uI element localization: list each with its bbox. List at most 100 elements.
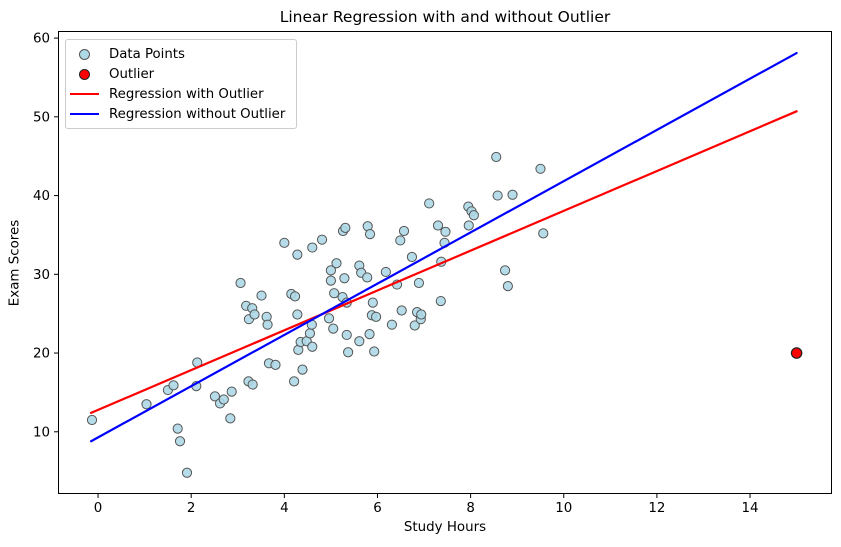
data-point xyxy=(181,467,193,478)
red-line-icon xyxy=(69,92,99,96)
data-point xyxy=(325,275,337,286)
data-point xyxy=(340,222,351,233)
data-point xyxy=(491,151,502,163)
data-point xyxy=(463,220,474,231)
data-point xyxy=(416,309,427,320)
data-point xyxy=(432,220,444,231)
x-tick-label: 8 xyxy=(466,501,475,516)
y-tick-label: 10 xyxy=(33,425,50,440)
data-point xyxy=(396,305,407,316)
data-point xyxy=(440,226,451,237)
data-point xyxy=(325,265,337,276)
data-point xyxy=(406,251,418,263)
data-point xyxy=(262,319,273,330)
data-point xyxy=(247,379,258,390)
x-tick-label: 14 xyxy=(742,501,759,516)
y-tick-label: 30 xyxy=(33,268,50,283)
legend-item-outlier: Outlier xyxy=(69,64,290,84)
data-point xyxy=(307,242,318,253)
legend-label: Regression without Outlier xyxy=(109,106,286,122)
x-tick-label: 12 xyxy=(648,501,665,516)
x-tick-label: 0 xyxy=(94,501,103,516)
y-tick-label: 50 xyxy=(33,110,50,125)
data-point xyxy=(174,436,186,447)
data-point xyxy=(249,309,260,320)
data-point xyxy=(364,329,375,340)
data-point xyxy=(279,237,290,248)
data-point xyxy=(225,413,236,424)
blue-line-icon xyxy=(69,112,99,116)
x-tick-label: 10 xyxy=(555,501,572,516)
data-point xyxy=(341,329,352,341)
data-point xyxy=(218,394,229,405)
data-point xyxy=(413,277,425,289)
data-point xyxy=(380,266,391,278)
legend-label: Data Points xyxy=(109,46,185,62)
data-point xyxy=(502,281,513,292)
data-point xyxy=(304,328,316,339)
data-point xyxy=(499,265,511,276)
legend-item-regression-with-outlier: Regression with Outlier xyxy=(69,84,290,104)
data-point xyxy=(297,364,308,375)
data-point xyxy=(316,234,328,245)
data-point xyxy=(235,277,246,289)
regression-with-outlier-line xyxy=(89,110,798,414)
legend: Data Points Outlier Regression with Outl… xyxy=(65,39,297,129)
data-point xyxy=(369,346,380,357)
x-tick-label: 4 xyxy=(280,501,289,516)
x-tick-label: 2 xyxy=(187,501,196,516)
data-point xyxy=(538,228,549,239)
data-point xyxy=(86,414,98,426)
legend-item-regression-without-outlier: Regression without Outlier xyxy=(69,104,290,124)
data-point xyxy=(292,249,303,260)
data-point xyxy=(367,297,378,308)
data-point xyxy=(292,309,303,320)
plot-border xyxy=(58,31,832,494)
data-point xyxy=(435,295,446,307)
data-point xyxy=(354,336,365,347)
data-point xyxy=(323,313,335,324)
data-point xyxy=(289,376,300,387)
data-point xyxy=(364,229,376,240)
data-point xyxy=(270,359,281,370)
data-point xyxy=(398,225,410,237)
data-point xyxy=(362,272,373,283)
data-point xyxy=(409,320,420,331)
x-axis-label: Study Hours xyxy=(403,520,487,535)
data-point xyxy=(395,235,406,246)
data-point xyxy=(328,323,339,334)
data-point xyxy=(172,423,183,434)
data-point xyxy=(141,399,152,410)
data-point xyxy=(226,386,237,397)
data-point xyxy=(289,291,301,302)
data-point xyxy=(386,319,398,330)
data-point xyxy=(256,290,267,301)
x-tick-label: 6 xyxy=(373,501,382,516)
chart-title: Linear Regression with and without Outli… xyxy=(279,8,611,26)
data-point xyxy=(535,163,546,174)
y-axis-label: Exam Scores xyxy=(7,219,23,307)
y-tick-label: 40 xyxy=(33,189,50,204)
legend-label: Outlier xyxy=(109,66,155,82)
data-point xyxy=(370,311,382,322)
data-point xyxy=(329,288,340,299)
data-point xyxy=(507,189,518,200)
data-point xyxy=(331,258,342,269)
data-point xyxy=(339,273,350,284)
data-point xyxy=(468,210,479,221)
legend-item-data-points: Data Points xyxy=(69,44,290,64)
legend-label: Regression with Outlier xyxy=(109,86,264,102)
outlier-marker-icon xyxy=(69,68,99,80)
outlier-point xyxy=(790,347,803,359)
y-tick-label: 20 xyxy=(33,347,50,362)
data-point xyxy=(424,198,435,209)
y-tick-label: 60 xyxy=(33,32,50,47)
data-point xyxy=(307,341,318,352)
data-points-marker-icon xyxy=(69,48,99,60)
data-point xyxy=(492,190,503,201)
data-point xyxy=(343,347,354,358)
regression-without-outlier-line xyxy=(89,51,798,443)
data-point xyxy=(209,391,221,402)
